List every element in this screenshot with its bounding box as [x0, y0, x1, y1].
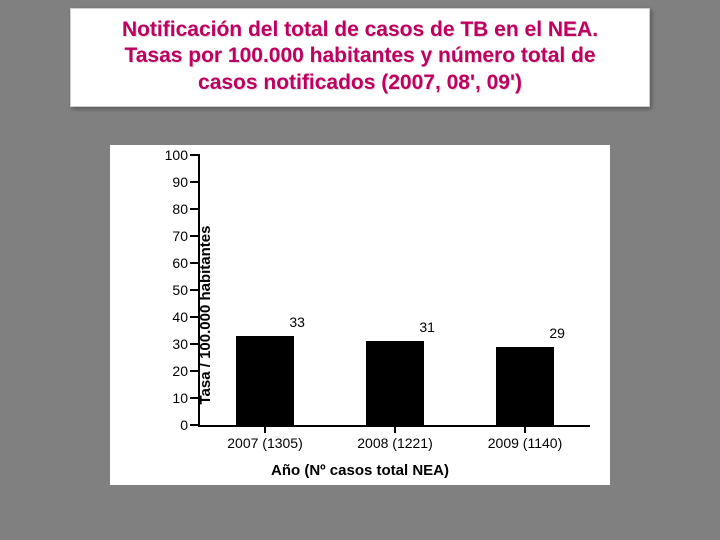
y-tick-label: 50 [172, 282, 188, 298]
title-line-2: Tasas por 100.000 habitantes y número to… [124, 44, 595, 67]
x-tick [524, 425, 526, 433]
bar-value-label: 33 [289, 314, 305, 330]
y-tick [190, 181, 200, 183]
y-tick [190, 424, 200, 426]
y-tick [190, 262, 200, 264]
y-tick-label: 60 [172, 255, 188, 271]
x-tick [264, 425, 266, 433]
title-text: Notificación del total de casos de TB en… [83, 17, 637, 96]
y-tick-label: 0 [180, 417, 188, 433]
title-box: Notificación del total de casos de TB en… [70, 8, 650, 107]
y-tick [190, 370, 200, 372]
y-tick [190, 289, 200, 291]
y-tick-label: 10 [172, 390, 188, 406]
y-tick [190, 154, 200, 156]
y-tick-label: 90 [172, 174, 188, 190]
title-line-1: Notificación del total de casos de TB en… [122, 18, 598, 41]
y-tick [190, 316, 200, 318]
x-tick-label: 2008 (1221) [357, 435, 433, 451]
y-tick [190, 397, 200, 399]
bar [496, 347, 555, 425]
y-tick [190, 235, 200, 237]
y-tick-label: 70 [172, 228, 188, 244]
bar [236, 336, 295, 425]
x-tick-label: 2009 (1140) [488, 435, 562, 451]
y-tick-label: 20 [172, 363, 188, 379]
y-tick-label: 80 [172, 201, 188, 217]
slide-background: Notificación del total de casos de TB en… [0, 0, 720, 540]
chart-panel: Tasa / 100.000 habitantes 01020304050607… [110, 145, 610, 485]
y-tick-label: 30 [172, 336, 188, 352]
plot-area: 0102030405060708090100332007 (1305)31200… [198, 155, 590, 427]
y-tick [190, 208, 200, 210]
title-line-3: casos notificados (2007, 08', 09') [198, 71, 522, 94]
bar [366, 341, 425, 425]
x-axis-label: Año (Nº casos total NEA) [110, 462, 610, 479]
y-tick-label: 40 [172, 309, 188, 325]
x-tick-label: 2007 (1305) [227, 435, 303, 451]
bar-value-label: 31 [419, 319, 435, 335]
y-tick-label: 100 [165, 147, 188, 163]
bar-value-label: 29 [549, 325, 565, 341]
y-tick [190, 343, 200, 345]
x-tick [394, 425, 396, 433]
